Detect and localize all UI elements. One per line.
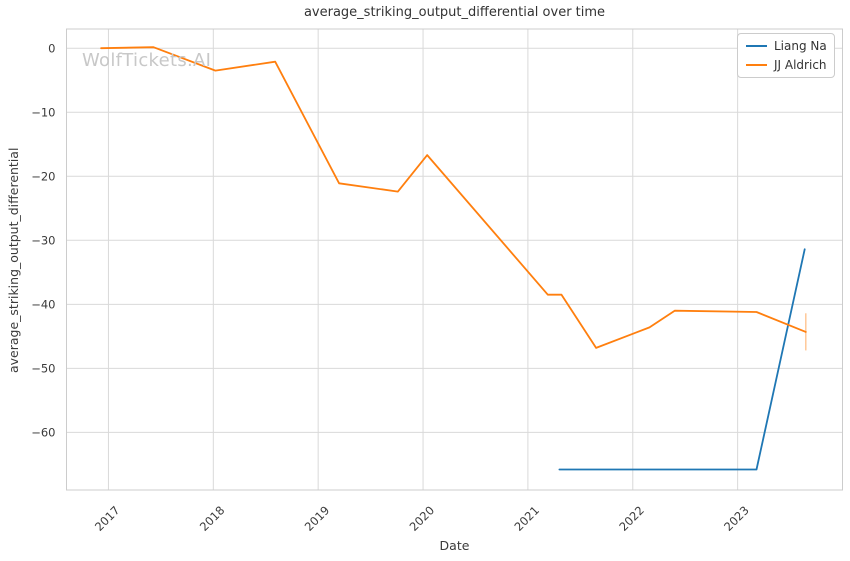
y-tick-label: −60 (31, 426, 55, 440)
chart-title: average_striking_output_differential ove… (303, 5, 606, 20)
x-axis-label: Date (439, 538, 470, 553)
x-tick-label: 2020 (407, 503, 438, 534)
x-tick-label: 2017 (92, 503, 123, 534)
legend-line-swatch-orange (746, 64, 767, 66)
series-line-liang-na (558, 248, 806, 471)
series-line-jj-aldrich (100, 46, 807, 349)
x-tick-label: 2019 (302, 503, 333, 534)
x-tick-label: 2023 (721, 503, 752, 534)
y-tick-label: −50 (31, 362, 55, 376)
legend-item-liang-na: Liang Na (746, 39, 827, 53)
watermark: WolfTickets.AI (82, 50, 212, 71)
y-tick-label: −20 (31, 169, 55, 183)
x-tick-label: 2022 (616, 503, 647, 534)
y-tick-label: −40 (31, 298, 55, 312)
x-tick-label: 2021 (511, 503, 542, 534)
y-tick-label: −10 (31, 105, 55, 119)
legend-line-swatch-blue (746, 45, 767, 47)
legend-label-liang-na: Liang Na (774, 39, 827, 53)
y-tick-label: −30 (31, 233, 55, 247)
y-tick-label: 0 (48, 41, 55, 55)
legend-item-jj-aldrich: JJ Aldrich (746, 58, 827, 72)
legend: Liang Na JJ Aldrich (737, 33, 835, 78)
plot-border (66, 28, 843, 491)
legend-label-jj-aldrich: JJ Aldrich (774, 58, 827, 72)
y-axis-label: average_striking_output_differential (6, 147, 21, 373)
x-tick-label: 2018 (197, 503, 228, 534)
